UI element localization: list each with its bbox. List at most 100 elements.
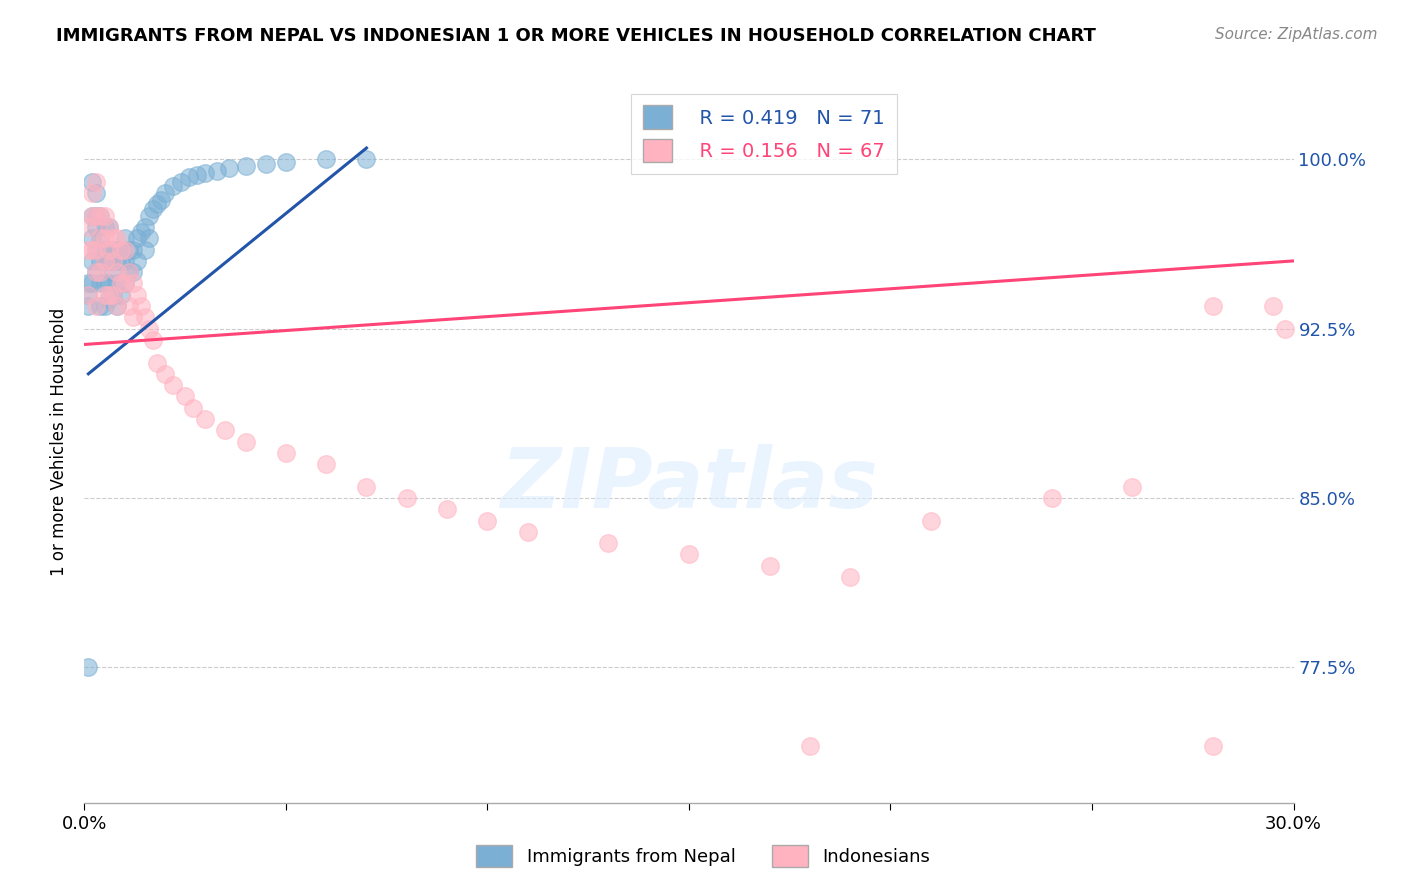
Point: [179, 170, 201, 185]
Point: [134, 310, 156, 325]
Point: [101, 243, 124, 257]
Point: [1202, 299, 1225, 313]
Point: [110, 287, 132, 301]
Point: [86, 175, 108, 189]
Point: [89, 253, 111, 268]
Point: [315, 153, 337, 167]
Point: [218, 161, 240, 176]
Point: [114, 231, 136, 245]
Point: [89, 277, 111, 291]
Point: [97, 220, 120, 235]
Y-axis label: 1 or more Vehicles in Household: 1 or more Vehicles in Household: [51, 308, 69, 575]
Point: [93, 287, 115, 301]
Point: [101, 287, 124, 301]
Point: [97, 287, 120, 301]
Point: [315, 457, 337, 471]
Point: [142, 202, 165, 216]
Point: [121, 265, 143, 279]
Point: [97, 253, 120, 268]
Point: [174, 389, 197, 403]
Point: [105, 243, 128, 257]
Legend: Immigrants from Nepal, Indonesians: Immigrants from Nepal, Indonesians: [468, 838, 938, 874]
Legend:   R = 0.419   N = 71,   R = 0.156   N = 67: R = 0.419 N = 71, R = 0.156 N = 67: [631, 94, 897, 174]
Point: [82, 253, 104, 268]
Point: [105, 231, 128, 245]
Point: [516, 524, 538, 539]
Point: [77, 287, 100, 301]
Point: [186, 168, 208, 182]
Point: [125, 231, 148, 245]
Point: [93, 209, 115, 223]
Point: [114, 277, 136, 291]
Point: [125, 253, 148, 268]
Point: [105, 299, 128, 313]
Point: [1263, 299, 1285, 313]
Point: [77, 220, 100, 235]
Point: [194, 166, 217, 180]
Point: [920, 514, 942, 528]
Point: [86, 243, 108, 257]
Point: [89, 209, 111, 223]
Point: [121, 243, 143, 257]
Point: [86, 299, 108, 313]
Point: [89, 209, 111, 223]
Point: [82, 209, 104, 223]
Point: [235, 159, 257, 173]
Point: [134, 220, 156, 235]
Point: [138, 321, 160, 335]
Point: [194, 412, 217, 426]
Text: Source: ZipAtlas.com: Source: ZipAtlas.com: [1215, 27, 1378, 42]
Point: [82, 175, 104, 189]
Point: [477, 514, 499, 528]
Point: [93, 253, 115, 268]
Point: [121, 310, 143, 325]
Point: [1274, 321, 1296, 335]
Point: [170, 175, 193, 189]
Point: [77, 243, 100, 257]
Point: [114, 277, 136, 291]
Point: [82, 277, 104, 291]
Text: IMMIGRANTS FROM NEPAL VS INDONESIAN 1 OR MORE VEHICLES IN HOUSEHOLD CORRELATION : IMMIGRANTS FROM NEPAL VS INDONESIAN 1 OR…: [56, 27, 1097, 45]
Point: [1202, 739, 1225, 754]
Point: [77, 287, 100, 301]
Point: [77, 299, 100, 313]
Point: [93, 220, 115, 235]
Point: [77, 660, 100, 674]
Point: [93, 231, 115, 245]
Point: [101, 265, 124, 279]
Point: [93, 277, 115, 291]
Point: [235, 434, 257, 449]
Point: [146, 355, 169, 369]
Point: [1121, 480, 1143, 494]
Point: [86, 209, 108, 223]
Point: [121, 277, 143, 291]
Point: [214, 423, 236, 437]
Point: [134, 243, 156, 257]
Point: [82, 209, 104, 223]
Point: [356, 480, 378, 494]
Point: [93, 299, 115, 313]
Point: [101, 287, 124, 301]
Point: [110, 277, 132, 291]
Point: [153, 367, 176, 381]
Point: [118, 243, 141, 257]
Point: [162, 378, 184, 392]
Point: [678, 548, 700, 562]
Point: [129, 225, 152, 239]
Point: [181, 401, 204, 415]
Point: [89, 299, 111, 313]
Point: [356, 153, 378, 167]
Point: [162, 179, 184, 194]
Point: [86, 220, 108, 235]
Point: [110, 253, 132, 268]
Point: [110, 243, 132, 257]
Point: [89, 231, 111, 245]
Point: [93, 243, 115, 257]
Point: [105, 277, 128, 291]
Point: [97, 277, 120, 291]
Point: [82, 186, 104, 201]
Point: [101, 231, 124, 245]
Point: [97, 293, 120, 307]
Point: [118, 299, 141, 313]
Point: [89, 265, 111, 279]
